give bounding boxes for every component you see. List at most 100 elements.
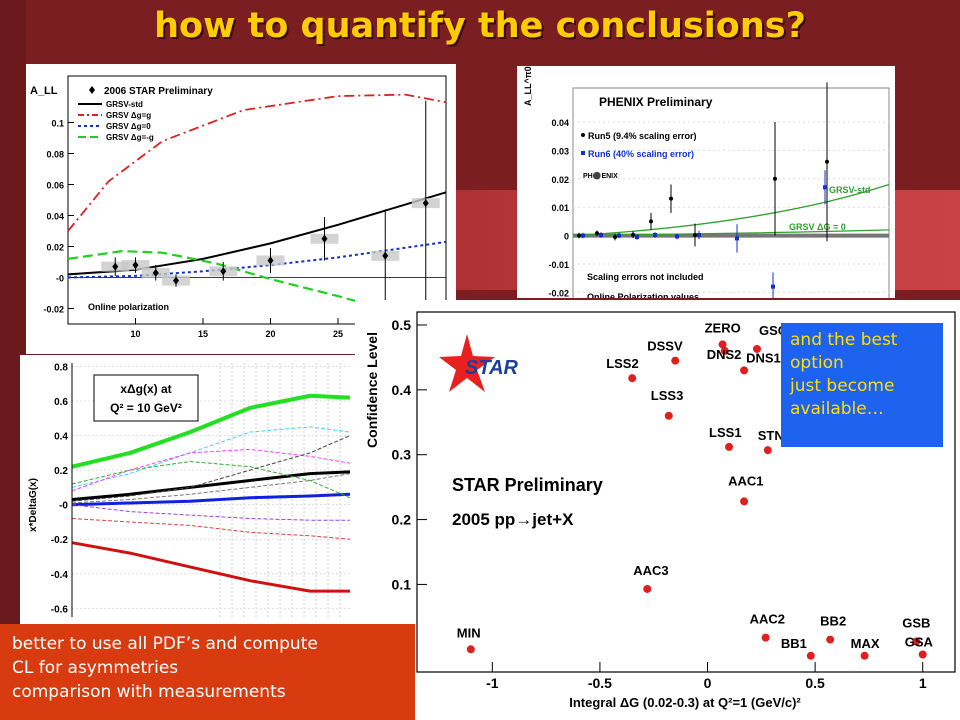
plot-frame <box>416 311 956 673</box>
data-point <box>382 251 389 260</box>
legend-marker <box>89 86 95 94</box>
data-point <box>466 645 475 654</box>
curve-label-grsv-std: GRSV-std <box>829 185 871 195</box>
data-point <box>152 268 159 277</box>
data-point <box>422 199 429 208</box>
phenix-plot: 0.04 0.03 0.02 0.01 0 -0.01 -0.02 A_LL^π0 PHENIX… <box>523 66 890 298</box>
y-axis-label: Confidence Level <box>364 332 380 448</box>
data-point <box>321 234 328 243</box>
data-point-run5 <box>693 233 697 237</box>
data-point <box>220 267 227 276</box>
data-point-run5 <box>773 176 777 181</box>
data-point <box>740 497 749 506</box>
chart-title: PHENIX Preliminary <box>599 95 713 109</box>
scaling-errors-note: Scaling errors not included <box>587 272 704 282</box>
data-point <box>806 651 815 660</box>
pdf-curve <box>71 460 351 499</box>
point-label: BB1 <box>781 636 807 651</box>
data-point <box>628 374 637 383</box>
series-curve <box>67 93 447 232</box>
y-tick-label: 0.4 <box>54 432 68 443</box>
data-point-run6 <box>617 233 621 238</box>
data-point <box>643 584 652 593</box>
y-tick-label: 0.03 <box>551 146 569 156</box>
y-tick-label: 0.08 <box>46 150 64 160</box>
data-point <box>664 411 673 420</box>
pdf-curve <box>71 518 351 540</box>
best-option-line-1: and the best <box>790 330 898 350</box>
data-point-run6 <box>771 284 775 289</box>
x-axis-label: Integral ΔG (0.02-0.3) at Q²=1 (GeV/c)² <box>569 695 801 710</box>
y-tick-label: 0.06 <box>46 181 64 191</box>
data-point-run6 <box>599 233 603 237</box>
data-point-run6 <box>823 185 827 190</box>
legend-run5: Run5 (9.4% scaling error) <box>588 131 697 141</box>
x-tick-label: 25 <box>333 329 343 339</box>
point-label: AAC2 <box>750 612 785 627</box>
data-point <box>132 261 139 270</box>
pdf-cl-line-2: CL for asymmetries <box>12 658 179 678</box>
best-option-line-2: option <box>790 353 844 373</box>
data-point <box>671 356 680 365</box>
point-label: ZERO <box>705 320 741 335</box>
data-point <box>912 637 921 646</box>
data-point-run6 <box>581 233 585 238</box>
legend-label: GRSV Δg=-g <box>106 133 154 142</box>
chart-subtitle: 2005 pp→jet+X <box>452 510 574 529</box>
x-tick-label: 20 <box>265 329 275 339</box>
y-tick-label: 0.3 <box>392 447 412 463</box>
legend-run6: Run6 (40% scaling error) <box>588 149 694 159</box>
data-point <box>860 651 869 660</box>
y-tick-label: -0.02 <box>43 305 64 315</box>
data-point <box>112 262 119 271</box>
point-label: MIN <box>457 625 481 640</box>
x-tick-label: 1 <box>919 675 927 691</box>
point-label: GSA <box>905 634 934 649</box>
y-tick-label: -0.02 <box>548 288 569 298</box>
series-curve-grsv-dg0 <box>572 229 890 237</box>
data-point-run6 <box>653 233 657 237</box>
data-point <box>173 276 179 285</box>
data-point <box>725 442 734 451</box>
annotation-box <box>93 374 199 422</box>
y-tick-label: 0.6 <box>54 397 68 408</box>
pdf-cl-note: better to use all PDF’s and compute CL f… <box>0 624 415 720</box>
y-tick-label: -0.2 <box>51 535 69 546</box>
data-point-run5 <box>595 231 599 236</box>
x-tick-label: 0 <box>704 675 712 691</box>
y-tick-label: 0.2 <box>54 466 68 477</box>
data-point-run5 <box>649 219 653 224</box>
data-point <box>826 635 835 644</box>
data-point-run6 <box>697 233 701 237</box>
pdf-curve <box>71 473 351 504</box>
chart-title: STAR Preliminary <box>452 475 603 495</box>
y-tick-label: 0.1 <box>51 119 64 129</box>
data-point <box>918 650 927 659</box>
pdf-curve <box>71 426 351 488</box>
y-tick-label: 0.5 <box>392 317 412 333</box>
y-tick-label: 0.04 <box>46 212 64 222</box>
point-label: DNS1 <box>746 350 781 365</box>
legend-label: GRSV Δg=0 <box>106 122 151 131</box>
y-tick-label: -0.01 <box>548 260 569 270</box>
data-point-run5 <box>825 159 829 164</box>
y-tick-label: 0.02 <box>46 243 64 253</box>
legend-label: GRSV-std <box>106 100 143 109</box>
star-2005-cl-plot: 0.5 0.4 0.3 0.2 0.1 -1 -0.5 0 0.5 1 Integral ΔG (0… <box>364 311 956 710</box>
y-tick-label: 0.2 <box>392 512 412 528</box>
point-label: LSS2 <box>606 356 639 371</box>
online-polarization-note: Online Polarization values <box>587 292 699 298</box>
best-option-line-4: available… <box>790 399 884 419</box>
y-axis-label: A_LL <box>30 85 58 97</box>
xdeltag-chart: 0.8 0.6 0.4 0.2 -0 -0.2 -0.4 -0.6 x*DeltaG(x) xΔg… <box>20 355 355 625</box>
point-label: DNS2 <box>707 347 742 362</box>
data-point-run5 <box>631 232 635 237</box>
y-tick-label: 0 <box>564 232 569 242</box>
point-label: BB2 <box>820 614 846 629</box>
slide-title: how to quantify the conclusions? <box>154 6 806 46</box>
point-label: AAC3 <box>633 563 668 578</box>
y-tick-label: 0.4 <box>392 382 412 398</box>
online-polarization-note: Online polarization <box>88 302 169 312</box>
star-2006-plot: 0.10.080.060.040.02-0-0.021015202530A_LL… <box>30 75 447 339</box>
y-tick-label: -0.6 <box>51 604 69 615</box>
